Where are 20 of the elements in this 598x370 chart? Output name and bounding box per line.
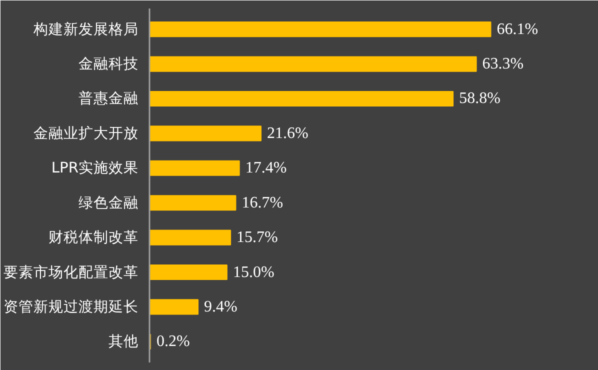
y-tick-label: 构建新发展格局 bbox=[32, 20, 138, 38]
data-label: 9.4% bbox=[204, 298, 238, 316]
y-tick-label: 绿色金融 bbox=[78, 194, 138, 212]
y-tick-label: 其他 bbox=[108, 333, 138, 350]
data-label: 58.8% bbox=[459, 90, 500, 108]
y-tick-label: 要素市场化配置改革 bbox=[4, 264, 138, 281]
data-label: 15.7% bbox=[236, 229, 278, 246]
y-tick-label: 普惠金融 bbox=[78, 90, 138, 108]
y-tick-label: 金融业扩大开放 bbox=[34, 124, 138, 142]
data-label: 21.6% bbox=[267, 124, 308, 142]
y-tick-label: 资管新规过渡期延长 bbox=[4, 298, 138, 316]
data-label: 17.4% bbox=[245, 160, 287, 177]
data-label: 0.2% bbox=[156, 333, 190, 350]
y-tick-label: LPR实施效果 bbox=[51, 160, 138, 177]
y-tick-label: 金融科技 bbox=[78, 56, 138, 73]
data-label: 16.7% bbox=[242, 194, 284, 212]
y-tick-label: 财税体制改革 bbox=[48, 229, 138, 246]
data-label: 66.1% bbox=[496, 20, 538, 38]
data-label: 15.0% bbox=[232, 264, 274, 281]
data-label: 63.3% bbox=[482, 56, 524, 73]
